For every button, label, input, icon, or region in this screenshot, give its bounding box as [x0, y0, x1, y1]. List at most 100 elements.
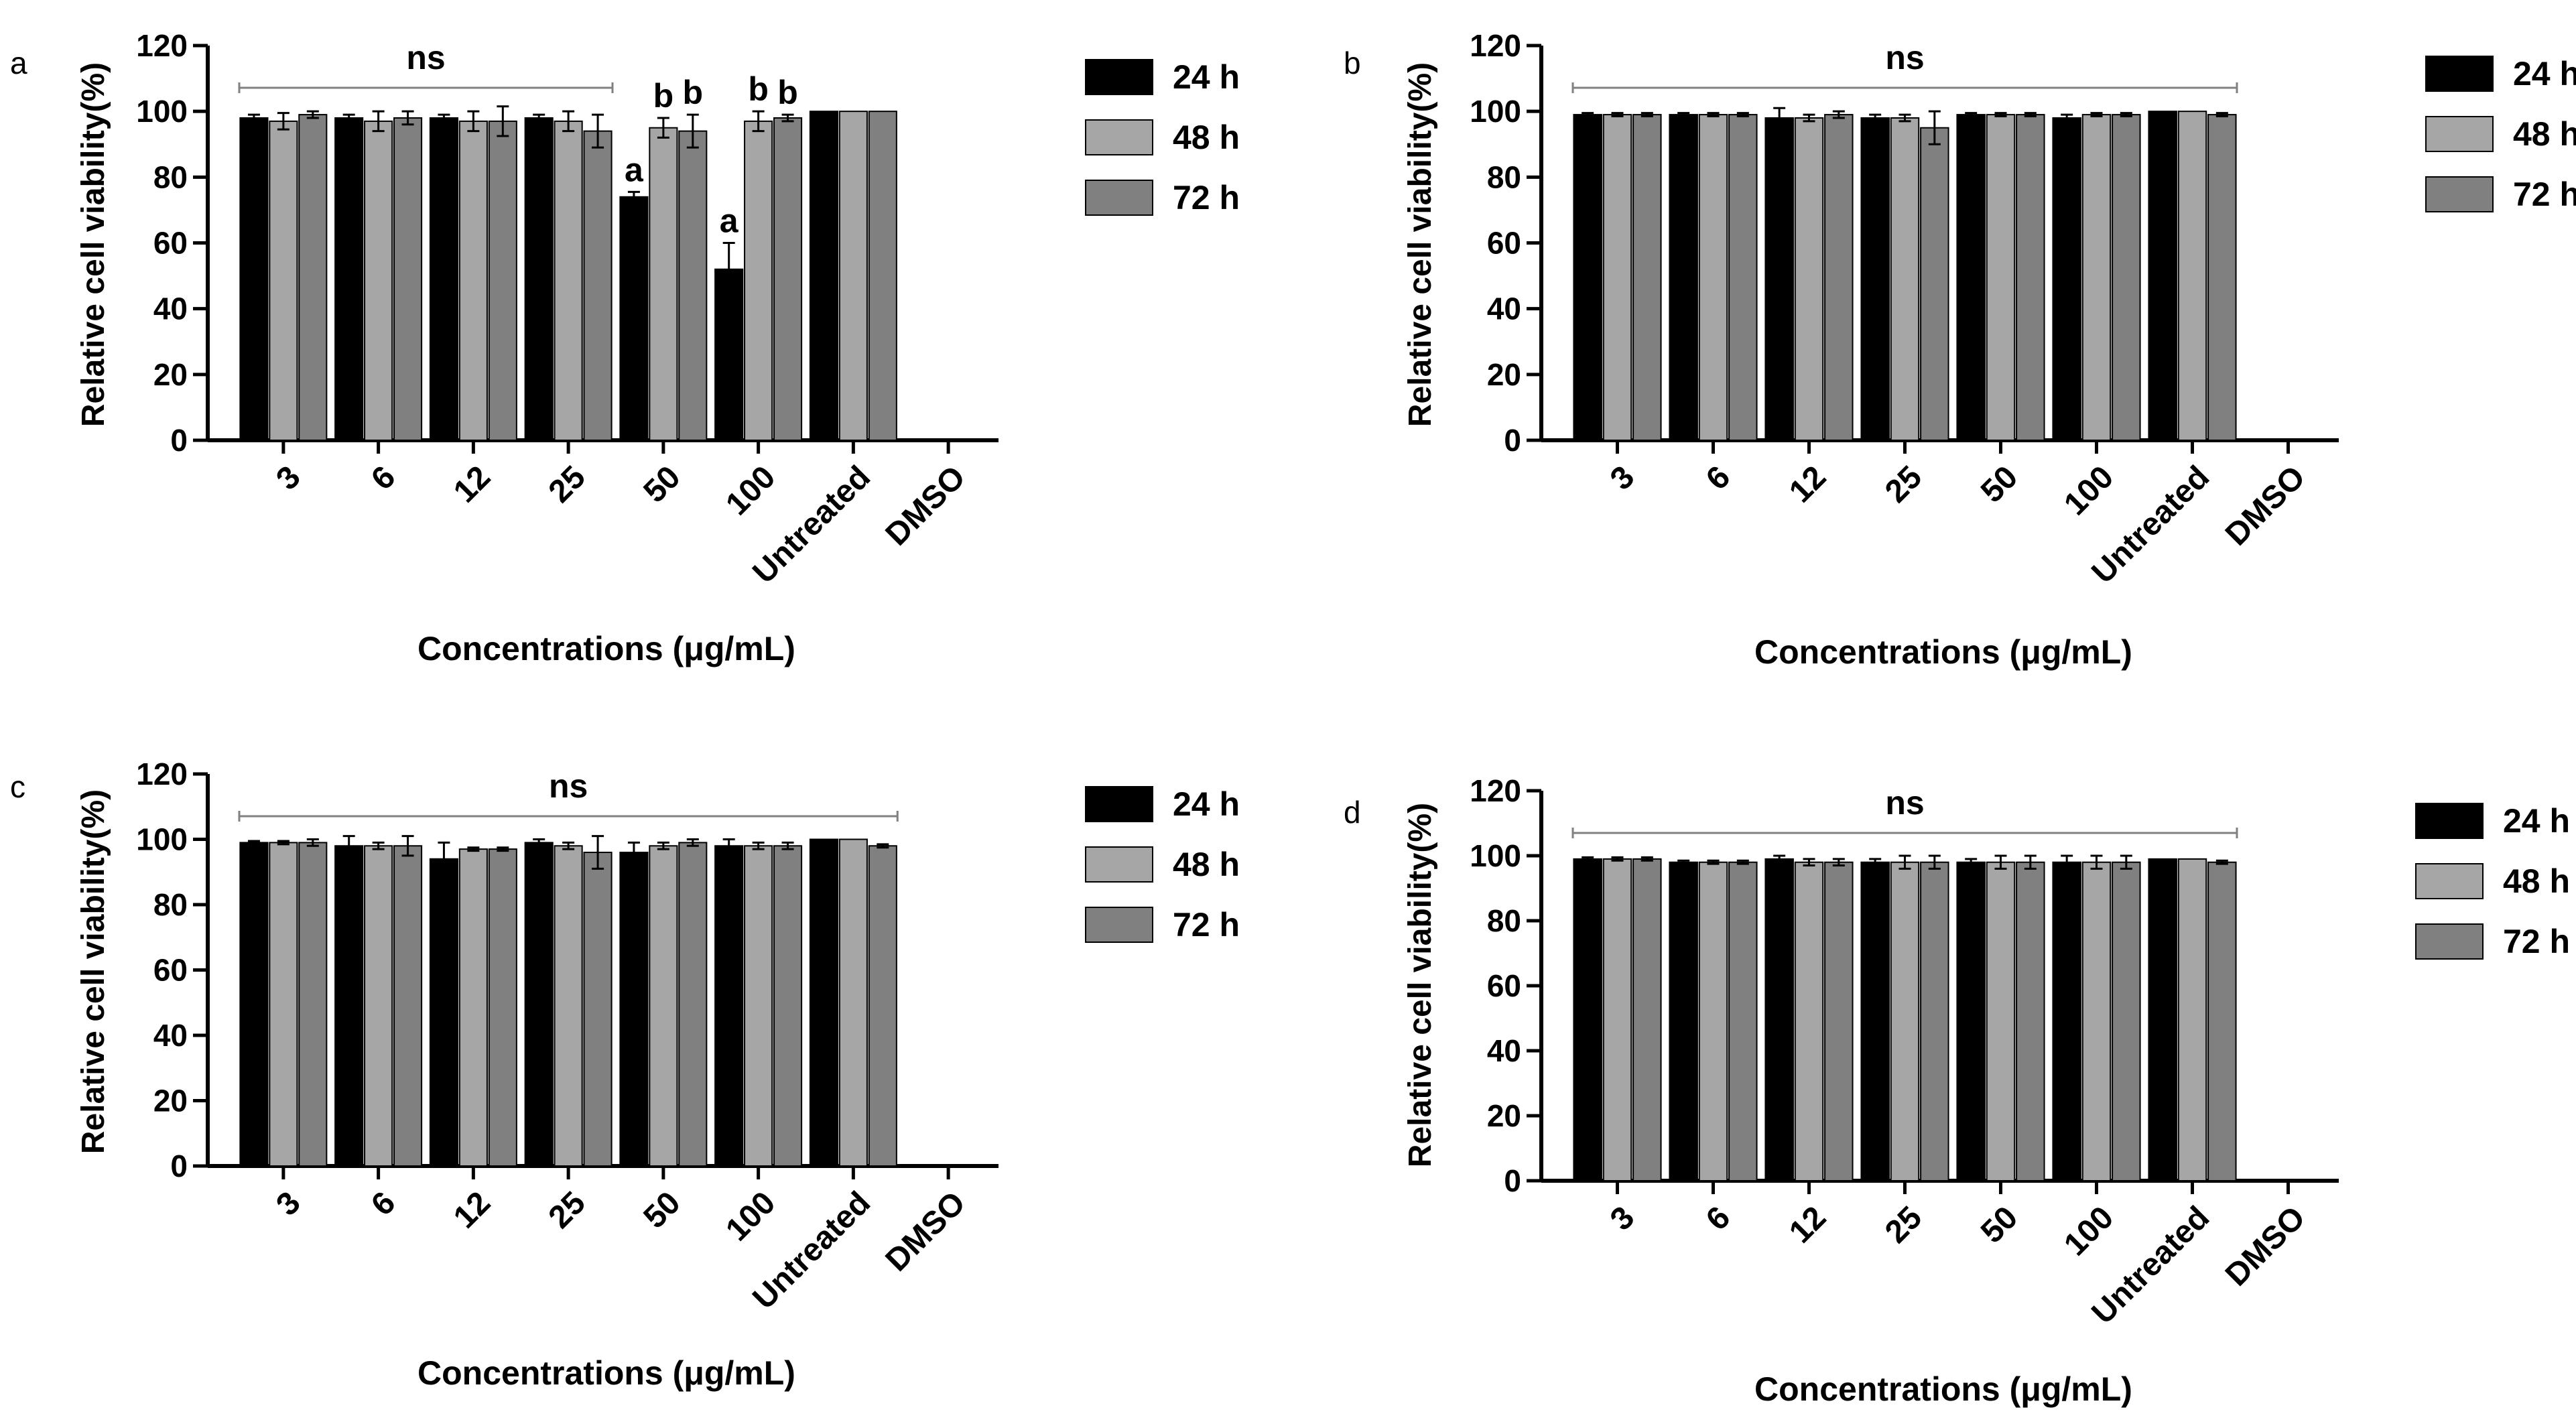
bar-72h — [1920, 127, 1949, 441]
bar-72h — [2207, 114, 2237, 441]
bar-24h — [619, 852, 649, 1167]
legend-label: 24 h — [2513, 55, 2576, 92]
significance-label: ns — [549, 767, 588, 805]
x-axis-title: Concentrations (μg/mL) — [1754, 633, 2132, 671]
bar-72h — [583, 852, 613, 1167]
legend-swatch — [1085, 907, 1153, 943]
x-tick-label: DMSO — [879, 1185, 972, 1278]
y-tick-label: 80 — [153, 159, 188, 194]
x-tick-label: 100 — [719, 459, 782, 522]
x-tick-label: 12 — [447, 1185, 497, 1235]
y-tick-label: 20 — [1487, 357, 1521, 392]
bar-48h — [2177, 858, 2207, 1181]
bar-72h — [583, 130, 613, 441]
bar-24h — [2148, 858, 2177, 1181]
significance-label: ns — [1885, 39, 1924, 76]
x-tick-label: 100 — [2057, 459, 2120, 522]
bar-24h — [429, 117, 458, 441]
bar-72h — [1632, 858, 1662, 1181]
panel-label: d — [1344, 795, 1361, 830]
legend-label: 24 h — [1173, 58, 1240, 96]
legend-swatch — [1085, 786, 1153, 822]
bar-24h — [809, 111, 838, 442]
bar-72h — [393, 845, 423, 1167]
bar-24h — [1573, 858, 1602, 1181]
bar-48h — [838, 111, 868, 442]
bar-24h — [2148, 111, 2177, 442]
bar-48h — [1986, 114, 2016, 441]
y-tick-label: 40 — [1487, 291, 1521, 326]
legend-swatch — [2425, 56, 2494, 92]
y-axis-title: Relative cell viability(%) — [76, 62, 111, 427]
y-tick-label: 100 — [1470, 94, 1521, 129]
x-axis-title: Concentrations (μg/mL) — [417, 1354, 795, 1392]
y-tick-label: 80 — [153, 887, 188, 922]
bar-48h — [1698, 861, 1728, 1181]
bar-24h — [524, 117, 554, 441]
bar-24h — [619, 196, 649, 441]
bar-72h — [1632, 114, 1662, 441]
x-tick-label: DMSO — [2219, 459, 2312, 552]
bar-24h — [524, 842, 554, 1167]
x-tick-label: 3 — [1604, 1200, 1641, 1237]
significance-letter: a — [625, 151, 644, 188]
legend-swatch — [2425, 116, 2494, 152]
y-tick-label: 40 — [1487, 1033, 1521, 1068]
legend-swatch — [2415, 803, 2484, 839]
x-tick-label: 12 — [1783, 1200, 1833, 1250]
bar-48h — [649, 127, 678, 441]
panel-label: b — [1344, 46, 1361, 80]
y-axis-title: Relative cell viability(%) — [1403, 62, 1438, 427]
legend-label: 72 h — [1173, 179, 1240, 216]
bar-48h — [269, 120, 298, 441]
bar-48h — [838, 838, 868, 1167]
y-tick-label: 100 — [1470, 838, 1521, 873]
bar-24h — [429, 858, 458, 1167]
legend-swatch — [1085, 846, 1153, 883]
significance-letter: b — [683, 74, 704, 111]
bar-24h — [239, 117, 269, 441]
x-tick-label: 3 — [1604, 459, 1641, 497]
significance-letter: a — [720, 202, 739, 240]
bar-72h — [1728, 861, 1758, 1181]
x-tick-label: 25 — [1878, 1200, 1929, 1250]
y-tick-label: 40 — [153, 291, 188, 326]
x-tick-label: 50 — [637, 1185, 687, 1235]
bar-48h — [364, 120, 393, 441]
bar-24h — [1764, 858, 1794, 1181]
bar-24h — [1764, 117, 1794, 441]
x-axis-title: Concentrations (μg/mL) — [1754, 1370, 2132, 1408]
y-tick-label: 20 — [153, 357, 188, 392]
bar-72h — [488, 120, 517, 441]
x-tick-label: 50 — [1974, 459, 2024, 509]
bar-72h — [773, 845, 803, 1167]
y-tick-label: 60 — [153, 226, 188, 261]
bar-48h — [1698, 114, 1728, 441]
bar-72h — [1824, 114, 1854, 441]
bar-24h — [714, 845, 744, 1167]
bar-48h — [2081, 861, 2112, 1181]
y-tick-label: 20 — [153, 1084, 188, 1118]
bar-48h — [364, 845, 393, 1167]
bar-72h — [2112, 861, 2141, 1181]
bar-48h — [649, 845, 678, 1167]
bar-72h — [1920, 861, 1949, 1181]
bar-48h — [2177, 111, 2207, 442]
bar-24h — [2052, 117, 2081, 441]
x-tick-label: 100 — [719, 1185, 782, 1248]
significance-letter: b — [653, 77, 674, 115]
x-tick-label: 100 — [2057, 1200, 2120, 1262]
y-tick-label: 120 — [1470, 773, 1521, 808]
bar-48h — [458, 120, 488, 441]
legend-label: 24 h — [2503, 802, 2570, 840]
x-tick-label: 6 — [365, 1185, 402, 1222]
bar-72h — [678, 130, 708, 441]
bar-72h — [2207, 861, 2237, 1181]
legend-label: 24 h — [1173, 785, 1240, 823]
bar-24h — [239, 842, 269, 1167]
y-tick-label: 20 — [1487, 1098, 1521, 1133]
y-tick-label: 100 — [136, 94, 188, 129]
